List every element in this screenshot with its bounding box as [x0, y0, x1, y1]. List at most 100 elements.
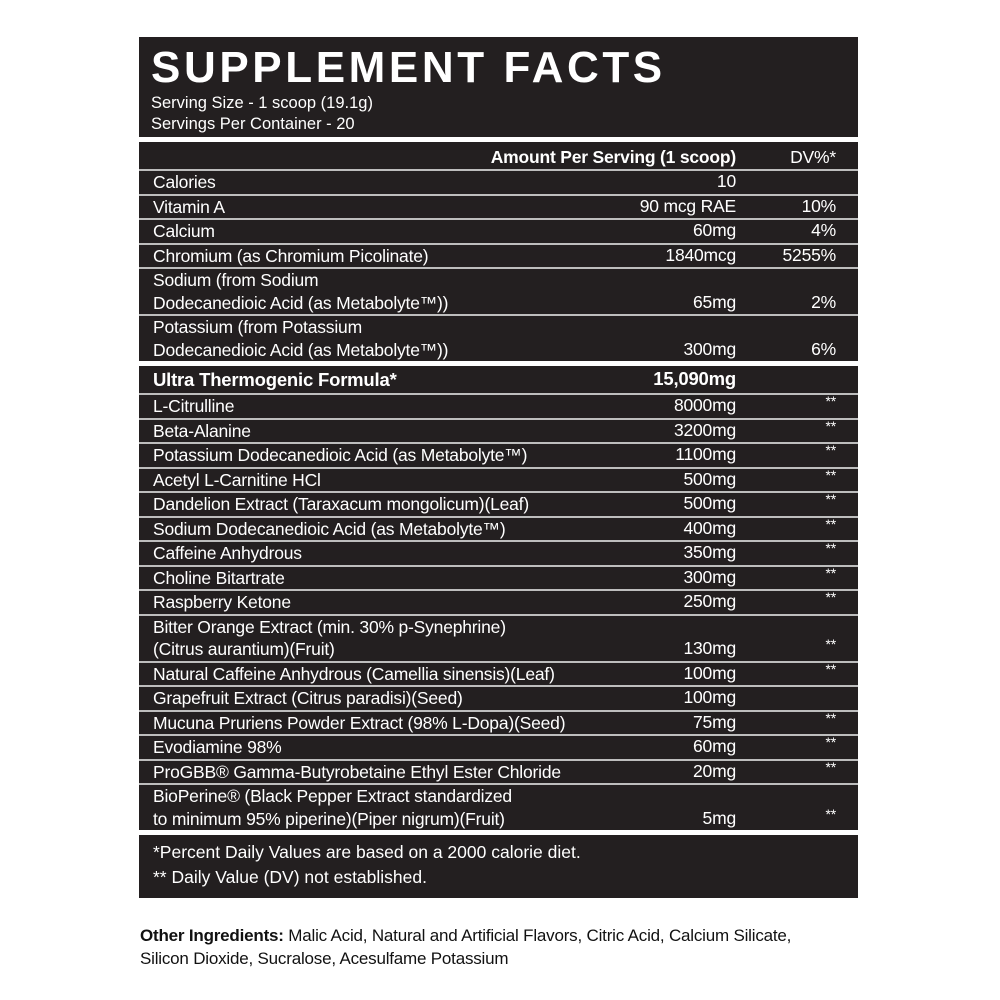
facts-header: SUPPLEMENT FACTS Serving Size - 1 scoop … [139, 37, 858, 137]
ingredient-row: Caffeine Anhydrous 350mg ** [139, 540, 858, 565]
item-dv: ** [825, 564, 837, 581]
footnotes: *Percent Daily Values are based on a 200… [139, 835, 858, 898]
item-name: Raspberry Ketone [139, 591, 623, 614]
item-amount: 65mg [693, 291, 736, 312]
item-name-line: Raspberry Ketone [153, 592, 291, 612]
divider [139, 137, 858, 142]
item-name-line: Dandelion Extract (Taraxacum mongolicum)… [153, 494, 529, 514]
item-name-line: (Citrus aurantium)(Fruit) [153, 639, 335, 659]
item-amount: 250mg [683, 591, 736, 611]
item-name: Acetyl L-Carnitine HCl [139, 469, 623, 492]
item-amount: 5mg [702, 807, 737, 828]
item-name-line: Mucuna Pruriens Powder Extract (98% L-Do… [153, 712, 566, 733]
ingredient-row: ProGBB® Gamma-Butyrobetaine Ethyl Ester … [139, 758, 858, 784]
ingredient-row: Potassium Dodecanedioic Acid (as Metabol… [139, 442, 858, 467]
other-ingredients-label: Other Ingredients: [140, 926, 284, 945]
divider [139, 830, 858, 835]
item-amount: 3200mg [673, 419, 736, 440]
item-name: Caffeine Anhydrous [139, 542, 623, 565]
item-amount: 100mg [683, 662, 736, 683]
item-dv: 6% [811, 338, 836, 359]
item-name-line: Acetyl L-Carnitine HCl [153, 469, 321, 490]
ingredient-row: Mucuna Pruriens Powder Extract (98% L-Do… [139, 709, 858, 735]
ingredient-table: Ultra Thermogenic Formula* 15,090mg L-Ci… [139, 366, 858, 830]
item-name-line: BioPerine® (Black Pepper Extract standar… [153, 786, 512, 806]
item-dv: ** [825, 540, 837, 556]
item-name-line: Beta-Alanine [153, 420, 251, 441]
item-dv: ** [825, 393, 837, 409]
nutrient-table: Amount Per Serving (1 scoop) DV%* Calori… [139, 142, 858, 361]
item-name: Calcium [139, 220, 623, 243]
item-dv: ** [825, 734, 837, 750]
item-dv: ** [825, 709, 837, 726]
nutrient-row: Calcium 60mg 4% [139, 218, 858, 243]
item-dv: ** [825, 758, 837, 775]
item-amount: 1100mg [675, 444, 736, 464]
item-name: Evodiamine 98% [139, 736, 623, 759]
servings-per-container: Servings Per Container - 20 [151, 115, 355, 133]
item-name-line: Calcium [153, 221, 215, 241]
item-name-line: L-Citrulline [153, 396, 235, 416]
divider [139, 361, 858, 366]
item-dv: ** [825, 636, 837, 652]
item-name: L-Citrulline [139, 395, 623, 418]
ingredient-row: Natural Caffeine Anhydrous (Camellia sin… [139, 660, 858, 686]
supplement-facts-panel: SUPPLEMENT FACTS Serving Size - 1 scoop … [139, 37, 858, 898]
item-name-line: to minimum 95% piperine)(Piper nigrum)(F… [153, 808, 505, 829]
ingredient-row: Raspberry Ketone 250mg ** [139, 589, 858, 614]
ingredient-row: Sodium Dodecanedioic Acid (as Metabolyte… [139, 515, 858, 541]
item-amount: 130mg [683, 638, 736, 658]
item-name-line: Chromium (as Chromium Picolinate) [153, 245, 429, 266]
item-name-line: ProGBB® Gamma-Butyrobetaine Ethyl Ester … [153, 761, 561, 782]
blend-row: Ultra Thermogenic Formula* 15,090mg [139, 366, 858, 393]
item-amount: 300mg [683, 566, 736, 587]
item-name: ProGBB® Gamma-Butyrobetaine Ethyl Ester … [139, 761, 623, 784]
ingredient-row: Acetyl L-Carnitine HCl 500mg ** [139, 466, 858, 492]
ingredient-row: Evodiamine 98% 60mg ** [139, 734, 858, 759]
dv-header: DV%* [790, 146, 836, 167]
ingredient-row: Beta-Alanine 3200mg ** [139, 417, 858, 443]
item-amount: 20mg [693, 760, 736, 781]
footnote: *Percent Daily Values are based on a 200… [153, 842, 581, 862]
item-amount: 8000mg [673, 395, 736, 415]
nutrient-row: Calories 10 [139, 169, 858, 194]
item-name-line: Bitter Orange Extract (min. 30% p-Syneph… [153, 616, 506, 637]
item-dv: ** [825, 589, 837, 605]
item-name: Calories [139, 171, 623, 194]
item-amount: 400mg [683, 517, 736, 538]
item-amount: 10 [716, 171, 736, 191]
item-name-line: Vitamin A [153, 196, 225, 217]
item-amount: 500mg [683, 493, 736, 513]
item-amount: 350mg [683, 542, 736, 562]
nutrient-row: Chromium (as Chromium Picolinate) 1840mcg… [139, 242, 858, 268]
item-amount: 300mg [683, 338, 736, 359]
item-name: Potassium (from Potassium Dodecanedioic A… [139, 316, 623, 361]
item-amount: 1840mcg [665, 244, 736, 265]
item-amount: 500mg [683, 468, 736, 489]
footnote: ** Daily Value (DV) not established. [153, 867, 427, 887]
other-ingredients-text: Malic Acid, Natural and Artificial Flavo… [140, 926, 792, 968]
title: SUPPLEMENT FACTS [151, 43, 666, 92]
ingredient-row: Grapefruit Extract (Citrus paradisi)(See… [139, 685, 858, 710]
item-name: Potassium Dodecanedioic Acid (as Metabol… [139, 444, 623, 467]
item-amount: 75mg [693, 711, 736, 732]
serving-size: Serving Size - 1 scoop (19.1g) [151, 94, 373, 112]
item-name-line: Caffeine Anhydrous [153, 543, 302, 563]
ingredient-row: Dandelion Extract (Taraxacum mongolicum)… [139, 491, 858, 516]
item-dv: ** [825, 417, 837, 434]
ingredient-row: BioPerine® (Black Pepper Extract standar… [139, 783, 858, 830]
item-name: Vitamin A [139, 196, 623, 219]
item-name-line: Choline Bitartrate [153, 567, 285, 588]
item-name-line: Grapefruit Extract (Citrus paradisi)(See… [153, 688, 463, 708]
nutrient-row: Vitamin A 90 mcg RAE 10% [139, 193, 858, 219]
item-name: Bitter Orange Extract (min. 30% p-Syneph… [139, 616, 623, 661]
item-name: Natural Caffeine Anhydrous (Camellia sin… [139, 663, 623, 686]
item-name-line: Sodium (from Sodium [153, 270, 319, 290]
item-dv: 4% [811, 220, 836, 240]
item-name-line: Sodium Dodecanedioic Acid (as Metabolyte… [153, 518, 506, 539]
item-amount: 90 mcg RAE [639, 195, 736, 216]
blend-amount: 15,090mg [653, 368, 736, 389]
item-name: Sodium (from Sodium Dodecanedioic Acid (a… [139, 269, 623, 314]
item-name: Grapefruit Extract (Citrus paradisi)(See… [139, 687, 623, 710]
item-amount: 60mg [693, 736, 736, 756]
